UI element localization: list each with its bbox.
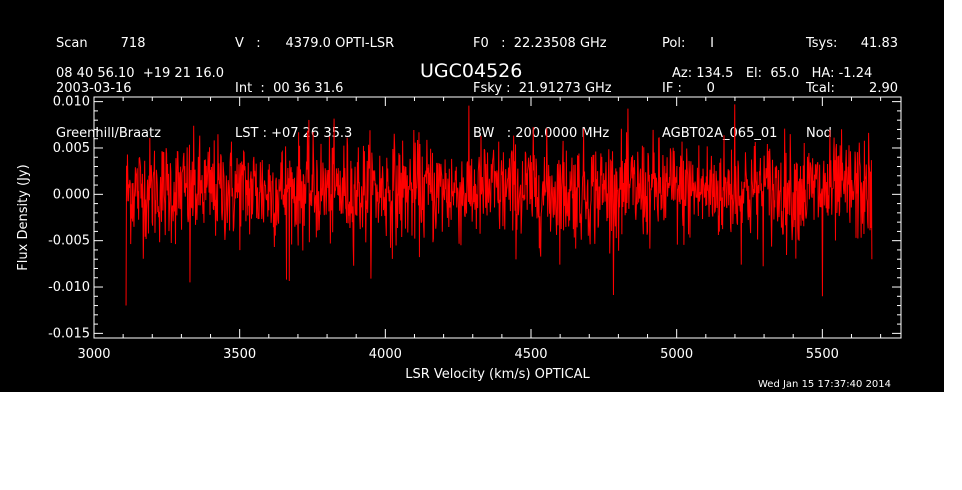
x-tick-label: 5500: [806, 347, 839, 362]
plot-timestamp: Wed Jan 15 17:37:40 2014: [758, 379, 892, 390]
scan-number: Scan 718: [56, 36, 146, 51]
plot-frame: [93, 96, 902, 339]
x-tick-label: 4000: [369, 347, 402, 362]
polarization: Pol: I: [662, 36, 714, 51]
lst-line: LST : +07 26 35.3: [235, 126, 353, 141]
velocity-line: V : 4379.0 OPTI-LSR: [235, 36, 395, 51]
tcal-label: Tcal:: [806, 81, 835, 96]
project-id: AGBT02A_065_01: [662, 126, 778, 141]
source-name: UGC04526: [420, 60, 523, 82]
y-tick-label: 0.005: [53, 141, 90, 156]
y-tick-label: -0.015: [48, 326, 90, 341]
x-axis-label: LSR Velocity (km/s) OPTICAL: [405, 367, 590, 382]
obs-date: 2003-03-16: [56, 81, 132, 96]
bandwidth: BW : 200.0000 MHz: [473, 126, 610, 141]
y-tick-label: -0.010: [48, 280, 90, 295]
tcal-value: 2.90: [869, 81, 898, 96]
if-number: IF : 0: [662, 81, 715, 96]
integration-line: Int : 00 36 31.6: [235, 81, 344, 96]
y-tick-label: 0.000: [53, 187, 90, 202]
y-axis-label: Flux Density (Jy): [16, 164, 31, 270]
scan-info: Scan 718 2003-03-16 Greenhill/Braatz: [56, 6, 161, 156]
tsys-label: Tsys:: [806, 36, 838, 51]
y-tick-label: -0.005: [48, 234, 90, 249]
sky-frequency: Fsky : 21.91273 GHz: [473, 81, 612, 96]
observers: Greenhill/Braatz: [56, 126, 161, 141]
system-values: 41.83 2.90: [850, 6, 898, 111]
velocity-info: V : 4379.0 OPTI-LSR Int : 00 36 31.6 LST…: [235, 6, 394, 156]
x-tick-label: 3000: [77, 347, 110, 362]
polarization-info: Pol: I IF : 0 AGBT02A_065_01: [662, 6, 777, 156]
y-tick-label: 0.010: [53, 95, 90, 110]
az-el-ha: Az: 134.5 El: 65.0 HA: -1.24: [672, 66, 873, 81]
system-labels: Tsys: Tcal: Nod: [806, 6, 837, 156]
x-tick-label: 5000: [660, 347, 693, 362]
tsys-value: 41.83: [860, 36, 898, 51]
switching-mode: Nod: [806, 126, 832, 141]
frequency-info: F0 : 22.23508 GHz Fsky : 21.91273 GHz BW…: [473, 6, 612, 156]
rest-frequency: F0 : 22.23508 GHz: [473, 36, 607, 51]
x-tick-label: 3500: [223, 347, 256, 362]
source-coordinates: 08 40 56.10 +19 21 16.0: [56, 66, 225, 81]
spectrum-line: [125, 104, 873, 306]
x-tick-label: 4500: [514, 347, 547, 362]
